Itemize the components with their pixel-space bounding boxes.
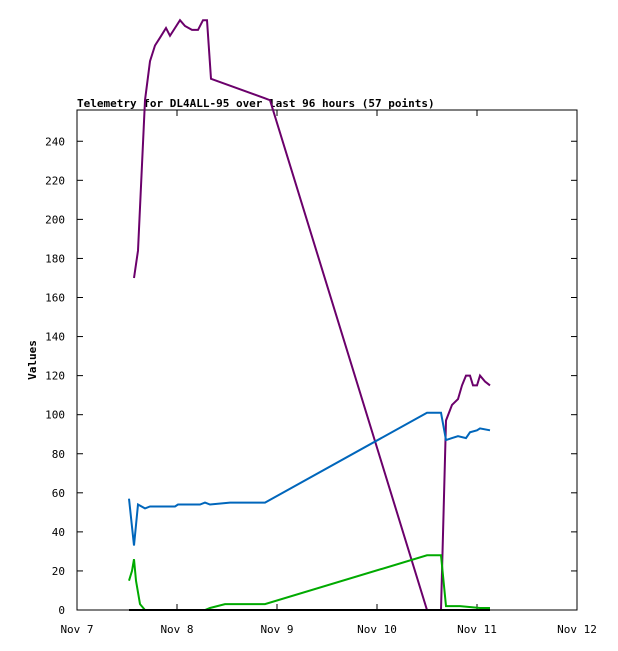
y-tick-label: 40: [52, 526, 65, 539]
y-axis-label: Values: [26, 340, 39, 380]
y-tick-label: 140: [45, 331, 65, 344]
y-tick-label: 240: [45, 135, 65, 148]
y-tick-label: 120: [45, 370, 65, 383]
y-tick-label: 200: [45, 213, 65, 226]
series-line: [133, 18, 491, 611]
x-tick-label: Nov 10: [357, 623, 397, 636]
y-tick-label: 20: [52, 565, 65, 578]
chart-title: Telemetry for DL4ALL-95 over last 96 hou…: [77, 97, 435, 110]
plot-frame: [76, 109, 578, 611]
series-line: [128, 411, 491, 546]
y-tick-label: 180: [45, 252, 65, 265]
y-tick-label: 160: [45, 292, 65, 305]
x-tick-label: Nov 7: [60, 623, 93, 636]
y-tick-label: 100: [45, 409, 65, 422]
x-tick-label: Nov 11: [457, 623, 497, 636]
y-tick-label: 0: [58, 604, 65, 617]
series-line: [128, 554, 490, 611]
y-tick-label: 220: [45, 174, 65, 187]
x-tick-label: Nov 9: [260, 623, 293, 636]
y-tick-label: 60: [52, 487, 65, 500]
x-tick-label: Nov 8: [160, 623, 193, 636]
x-tick-label: Nov 12: [557, 623, 597, 636]
y-tick-label: 80: [52, 448, 65, 461]
